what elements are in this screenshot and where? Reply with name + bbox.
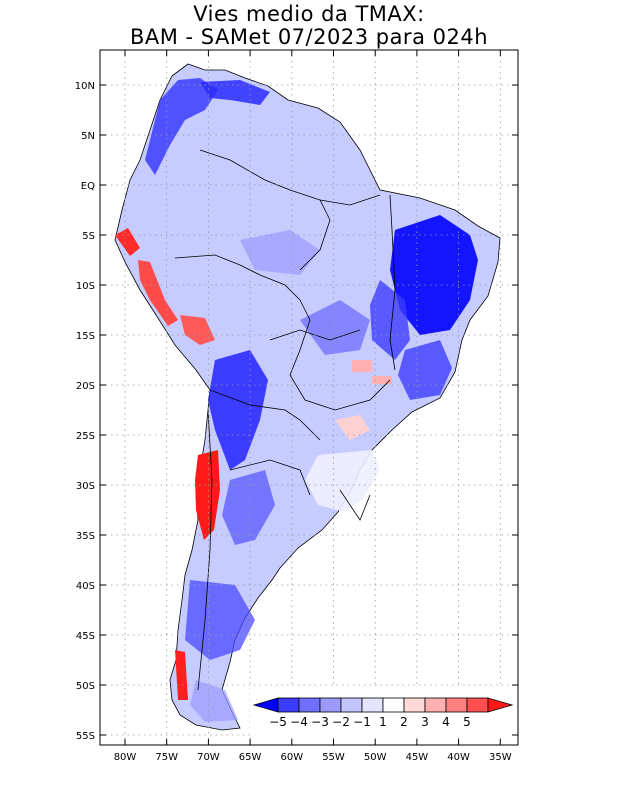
lat-label: 5N: [81, 131, 95, 142]
lat-label: 40S: [76, 581, 95, 592]
colorbar-swatch: [424, 697, 447, 713]
lat-label: 15S: [76, 331, 95, 342]
lat-label: 35S: [76, 531, 95, 542]
colorbar-swatch: [382, 697, 405, 713]
lon-label: 45W: [406, 752, 429, 763]
colorbar-arrow-right: [487, 697, 514, 713]
lon-label: 70W: [197, 752, 220, 763]
colorbar-label: 5: [463, 715, 471, 729]
colorbar-label: −4: [290, 715, 308, 729]
colorbar-label: −3: [311, 715, 329, 729]
lat-label: 55S: [76, 731, 95, 742]
longitude-axis: 80W 75W 70W 65W 60W 55W 50W 45W 40W 35W: [114, 50, 512, 763]
lon-label: 75W: [155, 752, 178, 763]
lon-label: 60W: [280, 752, 303, 763]
lon-label: 55W: [322, 752, 345, 763]
colorbar: −5 −4 −3 −2 −1 1 2 3 4 5: [250, 688, 514, 736]
lat-label: 45S: [76, 631, 95, 642]
lat-label: 10S: [76, 281, 95, 292]
lat-label: EQ: [81, 181, 95, 192]
colorbar-label: 4: [442, 715, 450, 729]
lat-label: 10N: [75, 81, 95, 92]
lat-label: 30S: [76, 481, 95, 492]
colorbar-swatch: [403, 697, 426, 713]
colorbar-label: 3: [421, 715, 429, 729]
lon-label: 35W: [489, 752, 512, 763]
colorbar-swatch: [445, 697, 468, 713]
colorbar-label: −1: [353, 715, 371, 729]
country-borders: [174, 149, 396, 691]
lat-label: 50S: [76, 681, 95, 692]
colorbar-swatch: [466, 697, 489, 713]
colorbar-swatch: [277, 697, 300, 713]
colorbar-swatch: [361, 697, 384, 713]
lon-label: 80W: [114, 752, 137, 763]
colorbar-label: −2: [332, 715, 350, 729]
colorbar-label: −5: [269, 715, 287, 729]
map-frame: [99, 49, 519, 746]
colorbar-swatch: [319, 697, 342, 713]
latitude-axis: 10N 5N EQ 5S 10S 15S 20S 25S 30S 35S 40S 45S 50S 55S: [75, 81, 518, 742]
map-title-line2: BAM - SAMet 07/2023 para 024h: [129, 25, 489, 49]
lat-label: 25S: [76, 431, 95, 442]
lat-label: 20S: [76, 381, 95, 392]
map-title-line1: Vies medio da TMAX:: [193, 2, 425, 26]
colorbar-label: 2: [400, 715, 408, 729]
south-america-landmass: [114, 63, 501, 731]
bias-field: [114, 63, 501, 731]
colorbar-swatch: [298, 697, 321, 713]
lon-label: 40W: [447, 752, 470, 763]
lon-label: 50W: [364, 752, 387, 763]
lat-label: 5S: [82, 231, 95, 242]
colorbar-label: 1: [379, 715, 387, 729]
graticule: [100, 50, 518, 745]
lon-label: 65W: [239, 752, 262, 763]
colorbar-swatch: [340, 697, 363, 713]
